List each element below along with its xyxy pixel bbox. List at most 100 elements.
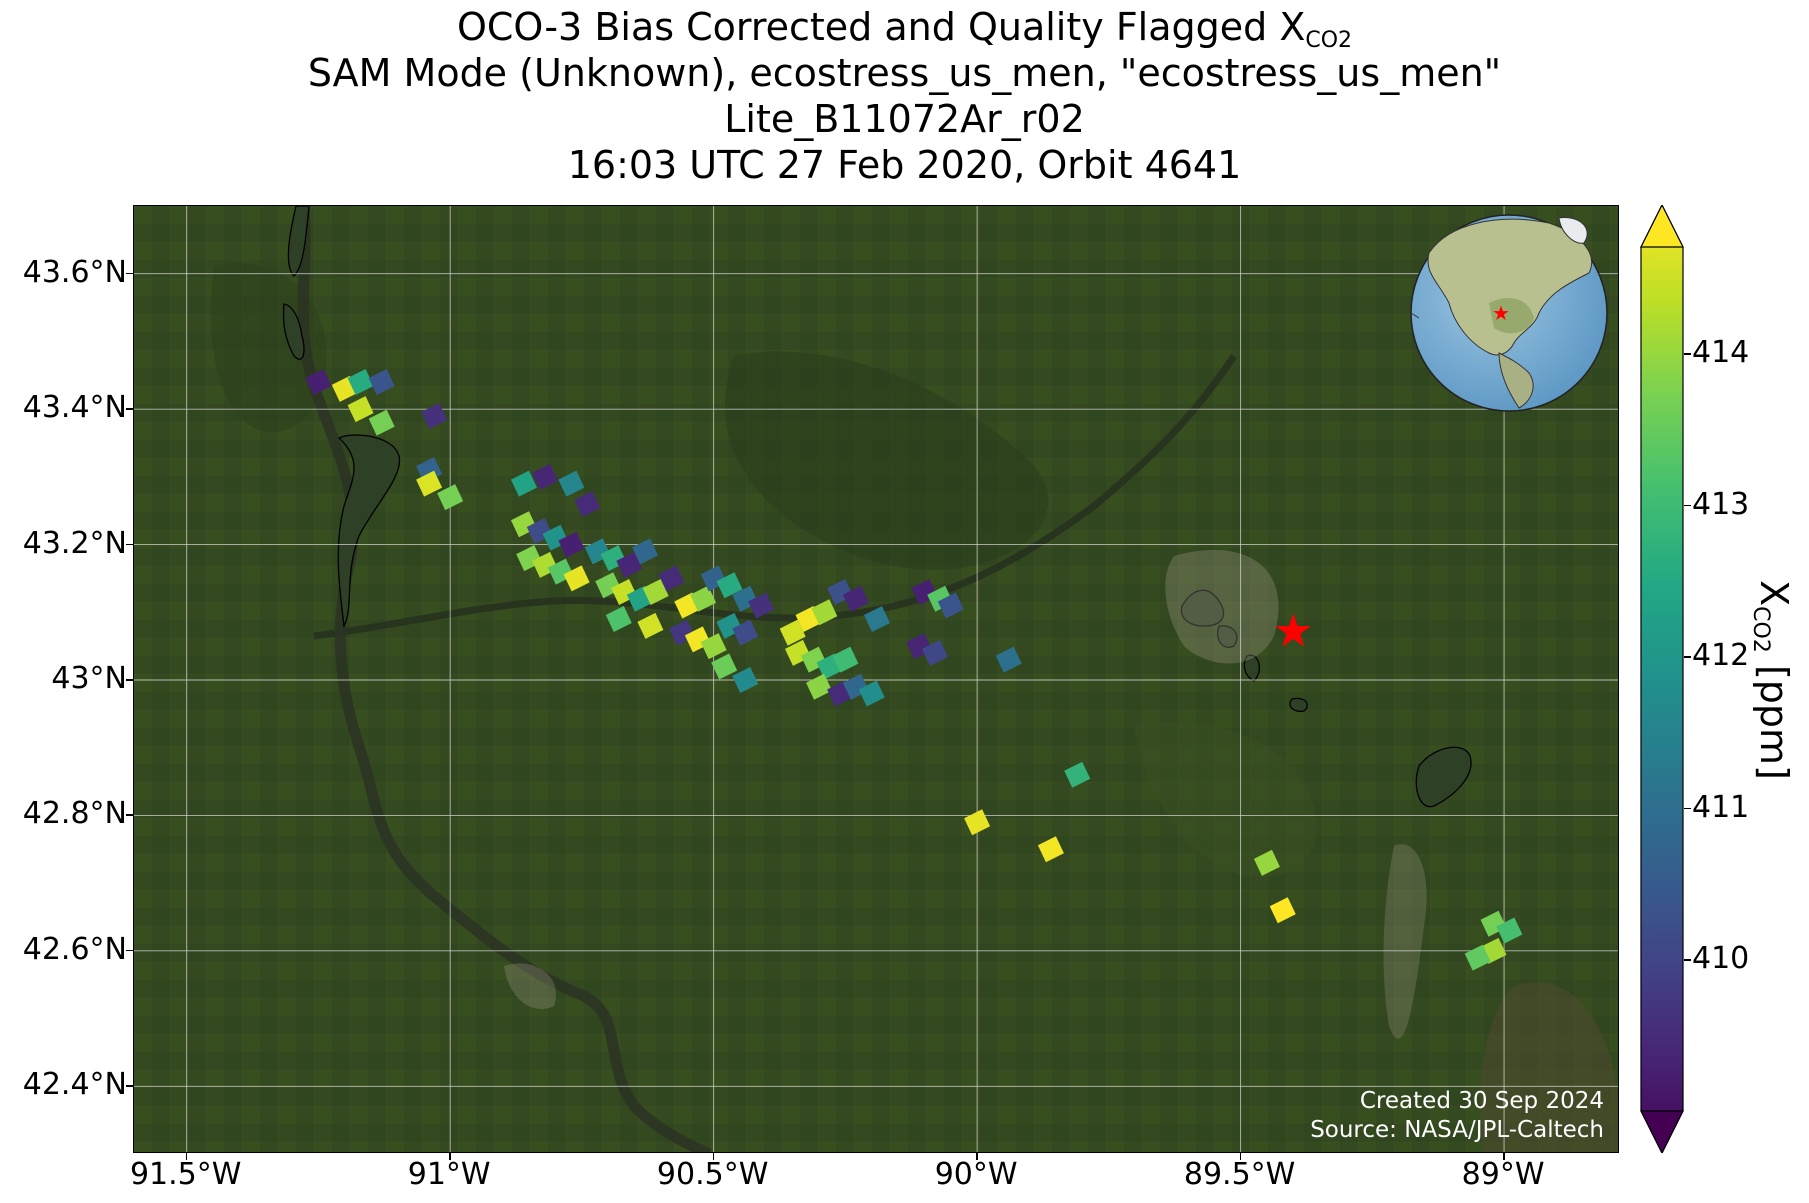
xco2-sounding xyxy=(632,538,659,565)
xco2-sounding xyxy=(716,572,743,599)
credit-source: Source: NASA/JPL-Caltech xyxy=(1310,1117,1604,1143)
longitude-tick-label: 89.5°W xyxy=(1183,1157,1296,1192)
colorbar-tick-label: 413 xyxy=(1692,486,1750,522)
gridlines xyxy=(134,206,1618,1152)
map-canvas[interactable]: ★ ★ xyxy=(134,206,1619,1153)
title-line-3: Lite_B11072Ar_r02 xyxy=(724,97,1085,141)
colorbar xyxy=(1640,205,1684,1153)
latitude-tick-label: 42.6°N xyxy=(22,931,127,967)
xco2-sounding xyxy=(1253,849,1280,876)
target-star-icon: ★ xyxy=(1273,604,1314,658)
xco2-sounding xyxy=(605,606,632,633)
colorbar-tick-label: 414 xyxy=(1692,335,1750,371)
lake-outline xyxy=(282,303,305,360)
latitude-tick xyxy=(126,1085,133,1087)
longitude-tick-label: 90.5°W xyxy=(656,1157,769,1192)
xco2-sounding xyxy=(732,667,759,693)
longitude-tick xyxy=(185,1153,188,1160)
colorbar-gradient xyxy=(1640,205,1684,1153)
colorbar-extend-min xyxy=(1640,1110,1684,1153)
xco2-sounding xyxy=(658,565,685,592)
latitude-tick-label: 43.2°N xyxy=(22,525,127,561)
colorbar-label: XCO2 [ppm] xyxy=(1748,580,1796,780)
colorbar-tick xyxy=(1684,504,1691,507)
xco2-sounding xyxy=(700,633,727,660)
lake-mendota xyxy=(1180,589,1225,627)
farm-patch xyxy=(1480,982,1618,1152)
xco2-sounding xyxy=(563,565,590,592)
xco2-sounding xyxy=(921,639,948,666)
xco2-sounding xyxy=(421,402,448,429)
xco2-soundings xyxy=(305,369,1523,971)
xco2-sounding xyxy=(779,619,806,646)
dubuque-urban-area xyxy=(504,963,556,1010)
longitude-tick xyxy=(712,1153,715,1160)
xco2-sounding xyxy=(437,484,464,511)
xco2-sounding xyxy=(995,646,1022,673)
longitude-tick xyxy=(449,1153,451,1160)
xco2-sounding xyxy=(832,646,859,673)
longitude-tick-label: 91°W xyxy=(407,1157,491,1192)
madison-urban-area xyxy=(1165,549,1279,664)
title-line-1: OCO-3 Bias Corrected and Quality Flagged… xyxy=(456,5,1353,53)
title-line-2: SAM Mode (Unknown), ecostress_us_men, "e… xyxy=(307,51,1502,95)
longitude-tick-label: 89°W xyxy=(1461,1157,1545,1192)
xco2-sounding xyxy=(964,809,991,836)
xco2-sounding xyxy=(416,470,443,497)
colorbar-extend-max xyxy=(1640,205,1684,248)
colorbar-tick xyxy=(1684,807,1691,810)
xco2-sounding xyxy=(806,673,833,700)
longitude-tick xyxy=(1239,1153,1242,1160)
xco2-sounding xyxy=(1037,836,1064,863)
xco2-sounding xyxy=(842,585,869,612)
xco2-sounding xyxy=(811,599,838,626)
xco2-sounding xyxy=(690,585,717,612)
latitude-tick-label: 42.4°N xyxy=(22,1067,127,1103)
map-panel[interactable]: ★ ★ Created 30 Sep 2024 Source: NASA/JPL… xyxy=(133,205,1619,1153)
janesville-urban-area xyxy=(1383,844,1427,1039)
satellite-background xyxy=(134,206,1618,1152)
latitude-tick xyxy=(126,408,133,410)
credit-created: Created 30 Sep 2024 xyxy=(1359,1088,1604,1114)
mississippi-river xyxy=(297,206,712,1152)
longitude-tick xyxy=(1503,1153,1505,1160)
xco2-sounding xyxy=(1496,917,1523,944)
xco2-sounding xyxy=(574,490,601,517)
xco2-sounding xyxy=(937,592,964,619)
latitude-tick-label: 43°N xyxy=(51,661,127,696)
xco2-sounding xyxy=(347,396,374,423)
lake-monona xyxy=(1217,625,1238,648)
globe-star-icon: ★ xyxy=(1492,301,1510,325)
xco2-sounding xyxy=(616,551,643,578)
xco2-sounding xyxy=(1064,761,1091,788)
longitude-tick-label: 90°W xyxy=(934,1157,1018,1192)
lake-kegonsa xyxy=(1289,697,1308,712)
figure-title: OCO-3 Bias Corrected and Quality Flagged… xyxy=(0,4,1809,188)
xco2-sounding xyxy=(1464,944,1491,971)
xco2-sounding xyxy=(642,578,669,605)
xco2-sounding xyxy=(305,369,332,396)
farm-patch xyxy=(1134,722,1317,878)
colorbar-tick xyxy=(1684,959,1691,961)
latitude-tick xyxy=(126,543,133,546)
xco2-sounding xyxy=(732,619,759,646)
xco2-sounding xyxy=(532,463,559,490)
latitude-tick xyxy=(126,679,133,681)
forest-patch xyxy=(210,262,327,433)
title-line-4: 16:03 UTC 27 Feb 2020, Orbit 4641 xyxy=(567,143,1242,187)
xco2-sounding xyxy=(637,612,664,639)
forest-patch xyxy=(724,351,1049,570)
inset-globe: ★ xyxy=(1410,214,1608,412)
colorbar-tick-label: 412 xyxy=(1692,638,1750,674)
xco2-sounding xyxy=(864,606,890,633)
colorbar-tick-label: 410 xyxy=(1692,941,1750,977)
colorbar-tick-label: 411 xyxy=(1692,789,1750,825)
colorbar-tick xyxy=(1684,656,1691,658)
latitude-tick xyxy=(126,814,133,816)
xco2-sounding xyxy=(368,369,395,396)
xco2-sounding xyxy=(510,470,537,497)
lake-outline xyxy=(337,434,401,629)
latitude-tick-label: 42.8°N xyxy=(22,796,127,832)
target-marker-layer: ★ xyxy=(1273,604,1314,658)
lake-outline xyxy=(287,206,310,277)
